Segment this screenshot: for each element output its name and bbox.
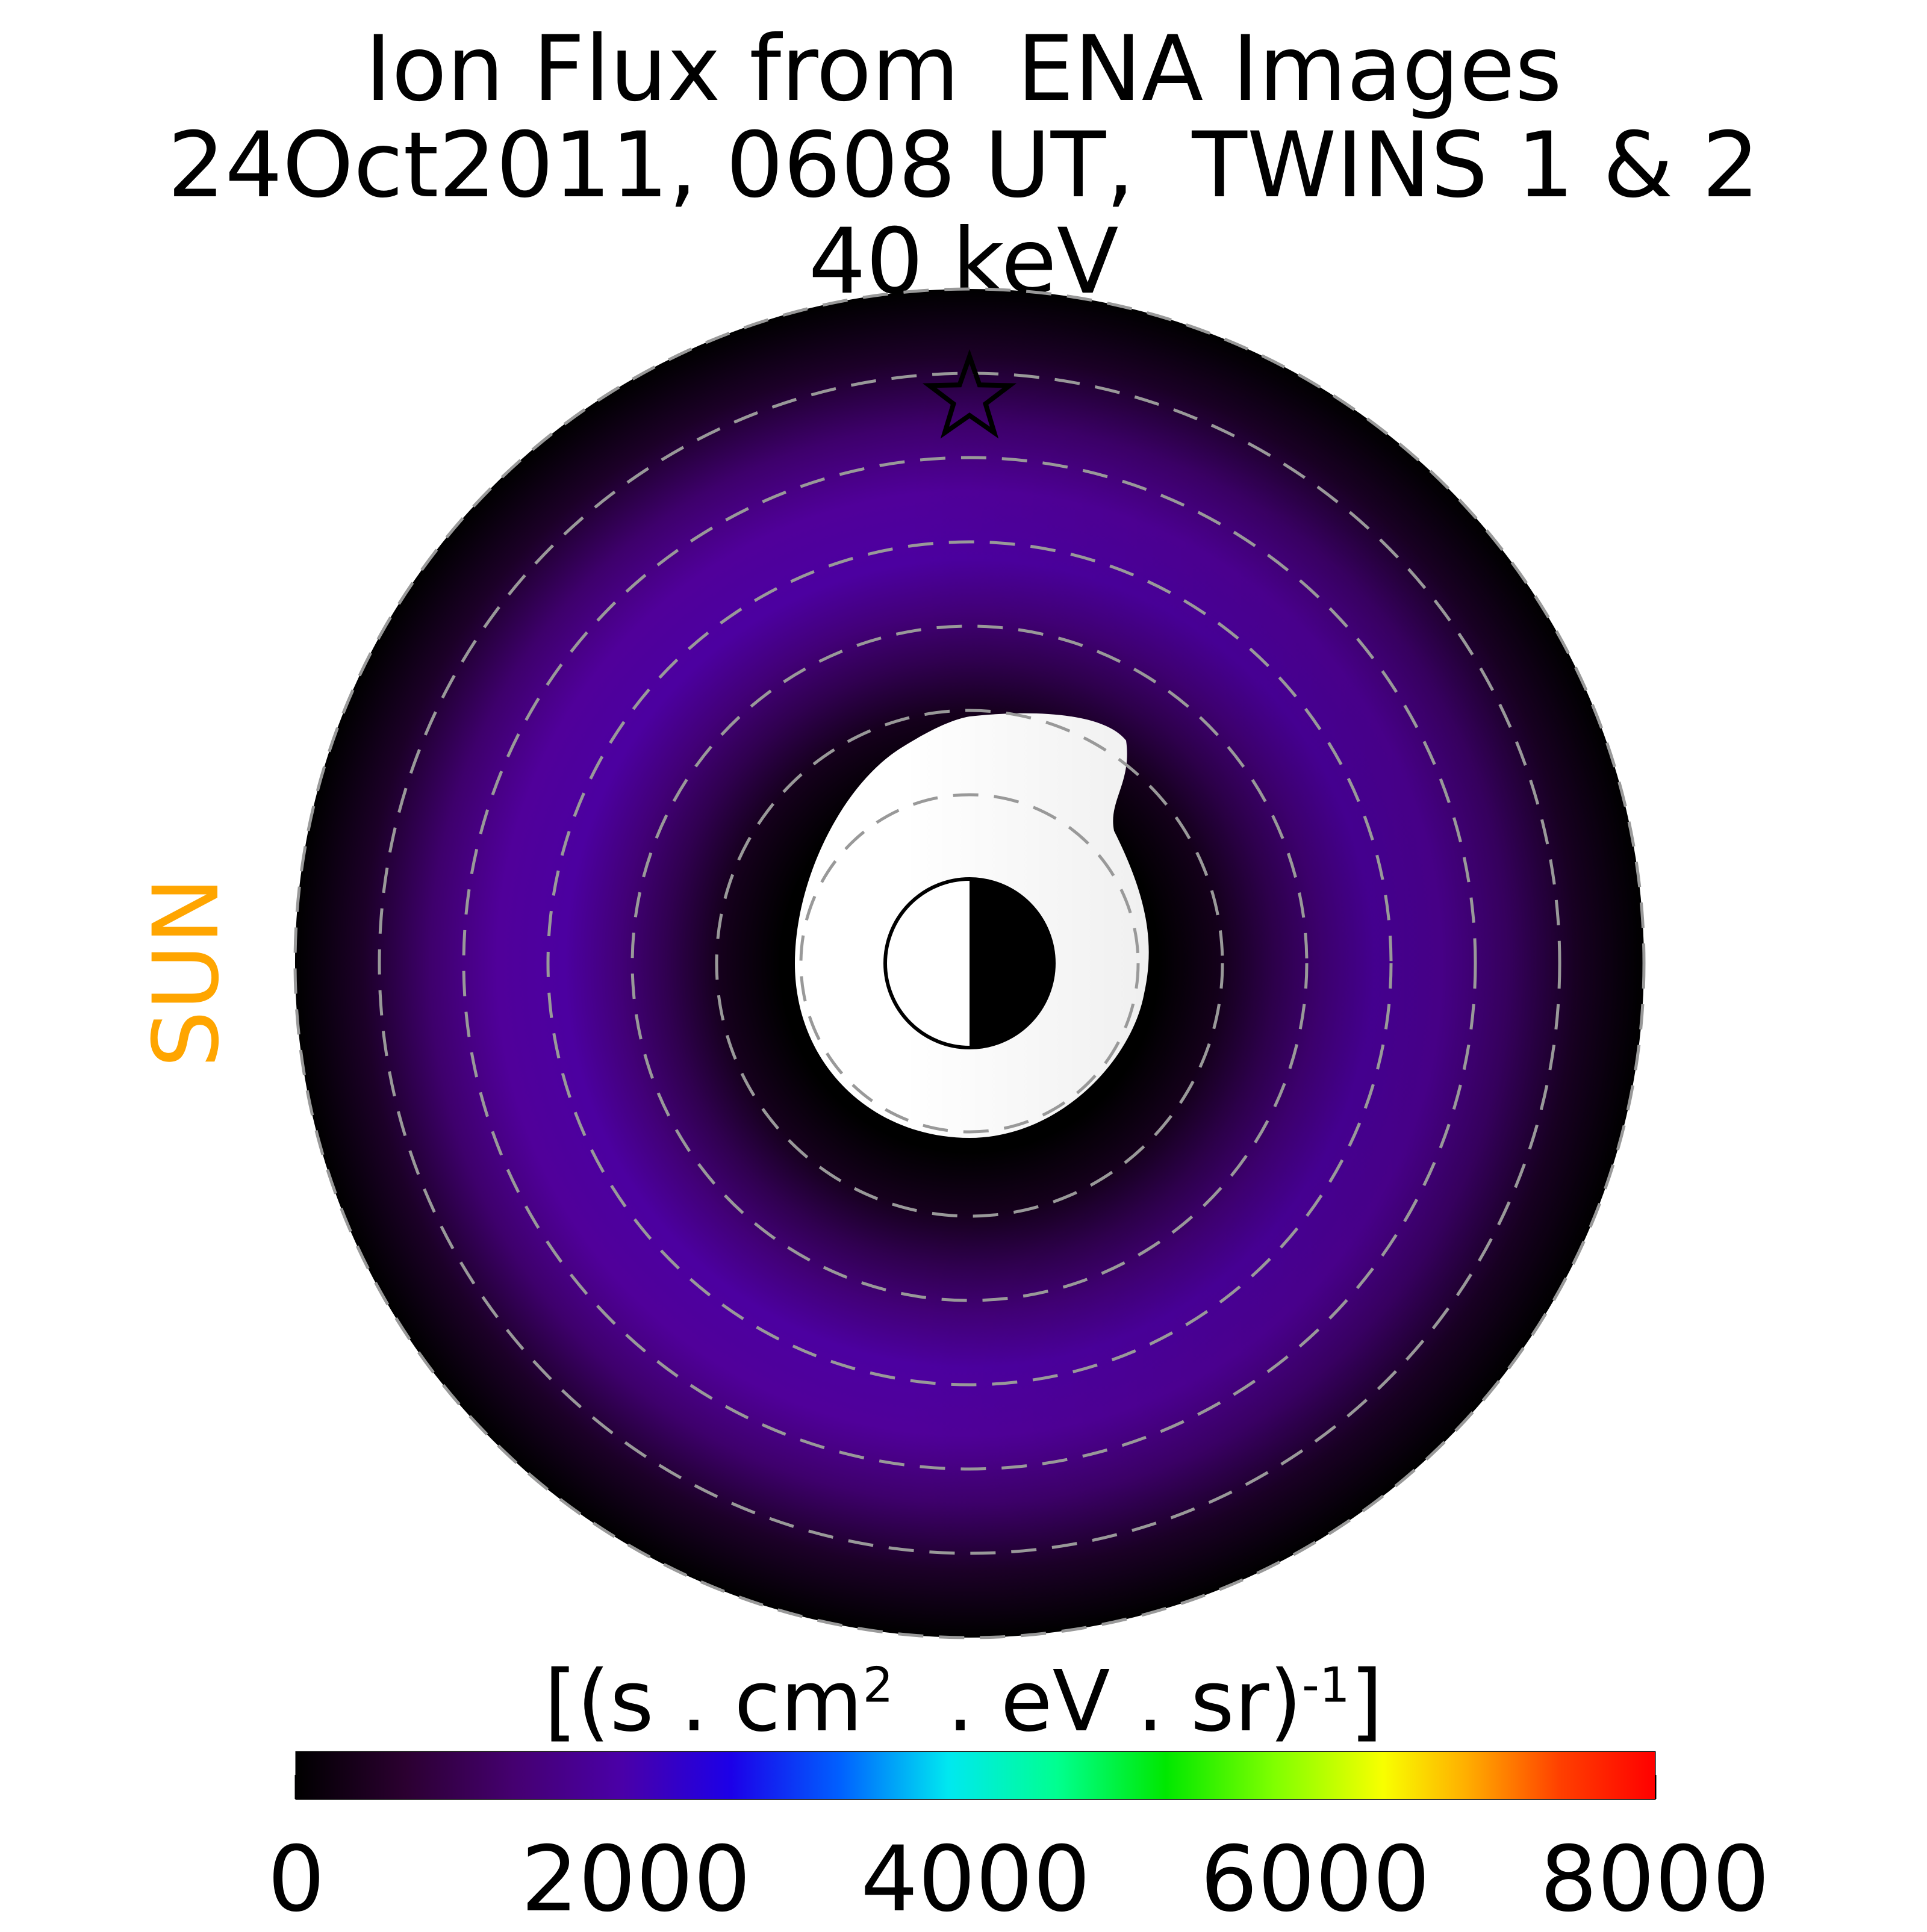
colorbar-tick-label-0: 0 <box>267 1827 325 1932</box>
satellite-markers <box>922 349 1017 439</box>
ring-4 <box>630 624 1309 1302</box>
title-line-1: Ion Flux from ENA Images <box>365 17 1562 122</box>
ring-3 <box>715 709 1224 1218</box>
earth-day-side <box>885 879 970 1048</box>
colorbar-units-label: [(s . cm2 . eV . sr)-1] <box>0 1653 1927 1751</box>
colorbar <box>296 1752 1655 1799</box>
satellite-star-marker-0 <box>922 349 1017 439</box>
ring-2 <box>799 793 1140 1134</box>
ring-6 <box>462 456 1477 1471</box>
ring-8 <box>293 287 1646 1639</box>
earth-symbol <box>883 877 1056 1049</box>
earth-night-side <box>970 879 1054 1048</box>
ring-5 <box>546 540 1393 1387</box>
units-part-2: . eV . sr) <box>893 1653 1303 1751</box>
colorbar-tick-label-6000: 6000 <box>1200 1827 1430 1932</box>
units-part-3: ] <box>1350 1653 1383 1751</box>
units-sup-2: -1 <box>1302 1657 1350 1713</box>
units-part-1: [(s . cm <box>544 1653 863 1751</box>
colorbar-tick-label-2000: 2000 <box>521 1827 751 1932</box>
ring-7 <box>378 371 1561 1555</box>
colorbar-tick-label-4000: 4000 <box>861 1827 1091 1932</box>
title-line-2: 24Oct2011, 0608 UT, TWINS 1 & 2 <box>167 113 1760 218</box>
colorbar-tick-label-8000: 8000 <box>1540 1827 1770 1932</box>
earth-outline <box>883 877 1056 1049</box>
sun-direction-label: SUN <box>134 877 239 1068</box>
distance-rings <box>293 287 1646 1639</box>
units-sup-1: 2 <box>862 1657 894 1713</box>
